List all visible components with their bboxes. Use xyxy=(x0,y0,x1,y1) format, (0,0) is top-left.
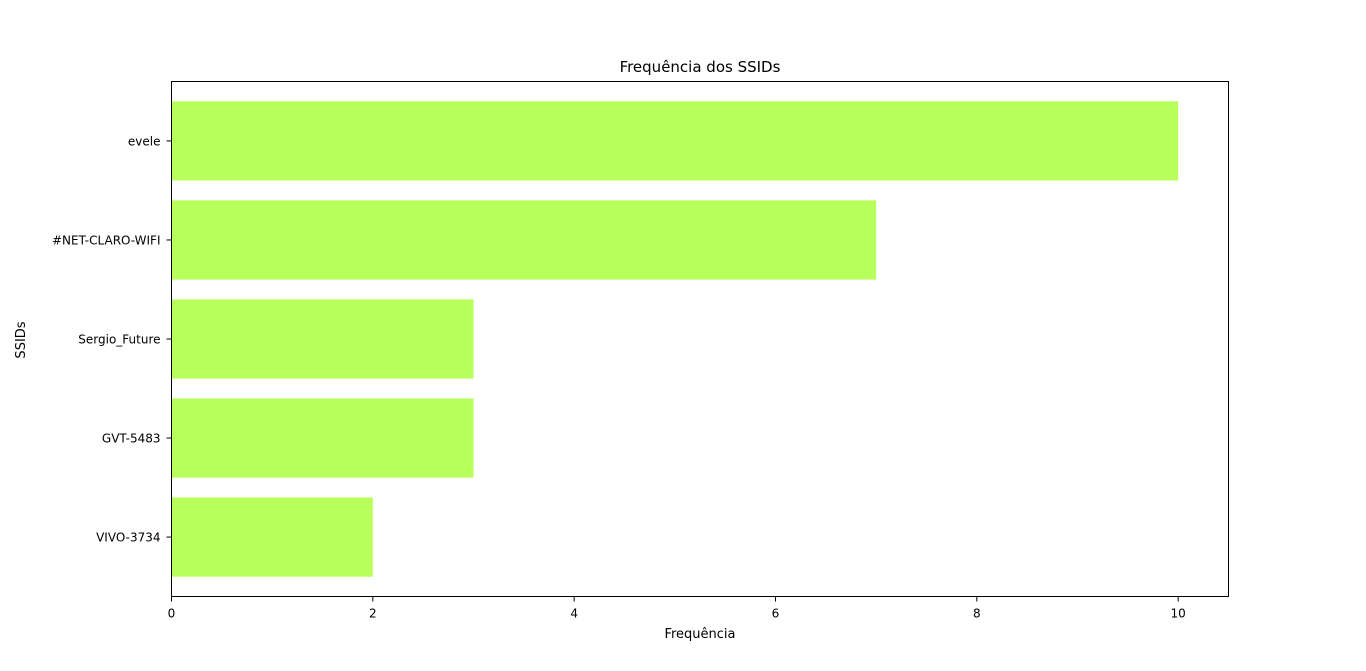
y-tick-label: Sergio_Future xyxy=(78,333,160,347)
bar-1 xyxy=(171,200,877,280)
bar-4 xyxy=(171,497,373,577)
y-tick-label: GVT-5483 xyxy=(102,432,161,446)
x-tick-label: 4 xyxy=(570,607,578,621)
bar-2 xyxy=(171,299,474,379)
bar-0 xyxy=(171,101,1179,181)
x-tick-label: 8 xyxy=(973,607,981,621)
bar-3 xyxy=(171,398,474,478)
x-tick-label: 6 xyxy=(772,607,780,621)
x-axis-label: Frequência xyxy=(664,627,735,642)
x-tick-label: 10 xyxy=(1171,607,1186,621)
y-tick-label: evele xyxy=(128,134,161,148)
y-axis-label: SSIDs xyxy=(14,321,29,358)
x-tick-label: 2 xyxy=(369,607,377,621)
chart-title: Frequência dos SSIDs xyxy=(620,58,781,76)
plot-area-frame xyxy=(171,81,1229,597)
x-tick-label: 0 xyxy=(168,607,176,621)
y-tick-label: VIVO-3734 xyxy=(96,531,160,545)
bars-group xyxy=(171,101,1179,577)
y-tick-label: #NET-CLARO-WIFI xyxy=(52,233,161,247)
y-tick-group: evele #NET-CLARO-WIFI Sergio_Future GVT-548… xyxy=(52,134,172,545)
x-tick-group: 0 2 4 6 8 10 xyxy=(168,596,1186,621)
